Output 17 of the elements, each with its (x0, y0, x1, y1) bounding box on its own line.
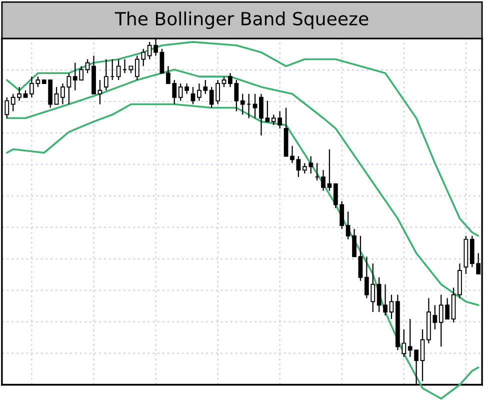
candlestick (290, 145, 294, 164)
candlestick (160, 48, 164, 74)
candlestick (296, 156, 301, 178)
candlestick (190, 86, 196, 105)
candlestick (85, 58, 90, 74)
candlestick (104, 58, 108, 91)
candlestick (358, 235, 363, 282)
candlestick (54, 86, 59, 105)
candlestick (389, 294, 394, 320)
candlestick (240, 93, 245, 116)
candlestick (116, 58, 121, 81)
candlestick (420, 328, 425, 382)
candlestick (327, 148, 332, 192)
candlestick (98, 79, 102, 105)
chart-title: The Bollinger Band Squeeze (114, 12, 368, 29)
candlestick (321, 170, 326, 192)
candlestick (222, 76, 226, 88)
